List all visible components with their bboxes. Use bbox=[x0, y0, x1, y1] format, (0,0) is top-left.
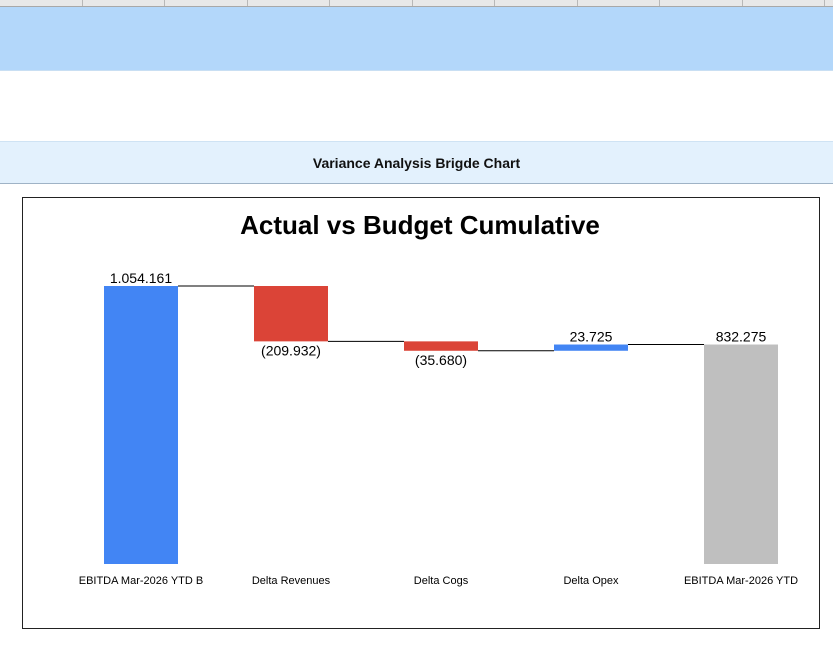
highlighted-cell-band[interactable] bbox=[0, 7, 833, 71]
column-header[interactable] bbox=[660, 0, 743, 6]
section-title: Variance Analysis Brigde Chart bbox=[312, 154, 521, 171]
column-header[interactable] bbox=[0, 0, 83, 6]
column-header[interactable] bbox=[578, 0, 660, 6]
waterfall-bar[interactable] bbox=[404, 341, 478, 351]
data-label: 23.725 bbox=[570, 329, 613, 345]
column-header[interactable] bbox=[495, 0, 578, 6]
data-label: 832.275 bbox=[716, 329, 767, 345]
waterfall-bar[interactable] bbox=[704, 344, 778, 564]
column-header[interactable] bbox=[413, 0, 495, 6]
category-label: Delta Revenues bbox=[252, 575, 331, 587]
waterfall-chart-svg: Actual vs Budget Cumulative 1.054.161 EBI… bbox=[79, 210, 798, 587]
column-header[interactable] bbox=[743, 0, 825, 6]
category-label: Delta Opex bbox=[563, 575, 619, 587]
column-header[interactable] bbox=[248, 0, 330, 6]
waterfall-chart[interactable]: Actual vs Budget Cumulative 1.054.161 EBI… bbox=[22, 197, 820, 629]
category-label: Delta Cogs bbox=[414, 575, 469, 587]
column-header[interactable] bbox=[83, 0, 165, 6]
chart-section-header[interactable]: Variance Analysis Brigde Chart bbox=[0, 141, 833, 184]
chart-title: Actual vs Budget Cumulative bbox=[240, 210, 600, 240]
waterfall-bar[interactable] bbox=[254, 286, 328, 342]
data-label: (209.932) bbox=[261, 342, 321, 358]
data-label: 1.054.161 bbox=[110, 270, 172, 286]
column-header[interactable] bbox=[165, 0, 248, 6]
data-label: (35.680) bbox=[415, 352, 467, 368]
waterfall-bar[interactable] bbox=[554, 344, 628, 351]
column-header-strip bbox=[0, 0, 833, 7]
category-label: EBITDA Mar-2026 YTD bbox=[684, 575, 798, 587]
category-label: EBITDA Mar-2026 YTD B bbox=[79, 575, 204, 587]
column-header[interactable] bbox=[330, 0, 413, 6]
waterfall-bar[interactable] bbox=[104, 286, 178, 564]
